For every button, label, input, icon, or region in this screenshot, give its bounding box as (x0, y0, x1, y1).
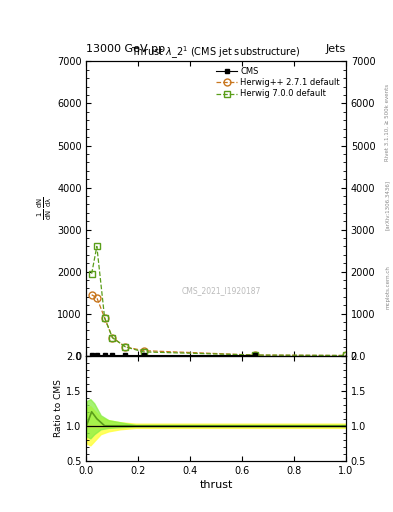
CMS (110, 352, 115, 358)
Herwig 7.0.0 default (102, 315, 107, 321)
Herwig 7.0.0 default (110, 334, 115, 340)
Herwig++ 2.7.1 default (253, 352, 257, 358)
Legend: CMS, Herwig++ 2.7.1 default, Herwig 7.0.0 default: CMS, Herwig++ 2.7.1 default, Herwig 7.0.… (215, 66, 342, 100)
CMS (141, 352, 146, 358)
Text: 13000 GeV pp: 13000 GeV pp (86, 44, 165, 54)
Herwig 7.0.0 default (343, 352, 348, 358)
Text: mcplots.cern.ch: mcplots.cern.ch (385, 265, 390, 309)
Title: Thrust $\lambda\_2^1$ (CMS jet substructure): Thrust $\lambda\_2^1$ (CMS jet substruct… (131, 45, 301, 61)
Herwig 7.0.0 default (141, 349, 146, 355)
Text: [arXiv:1306.3436]: [arXiv:1306.3436] (385, 180, 390, 230)
Line: Herwig 7.0.0 default: Herwig 7.0.0 default (88, 243, 349, 359)
Herwig++ 2.7.1 default (94, 294, 99, 301)
Line: CMS: CMS (89, 353, 257, 358)
Y-axis label: Ratio to CMS: Ratio to CMS (55, 379, 63, 437)
Herwig 7.0.0 default (253, 352, 257, 358)
Herwig++ 2.7.1 default (102, 315, 107, 321)
Herwig++ 2.7.1 default (141, 348, 146, 354)
Herwig 7.0.0 default (123, 344, 128, 350)
Herwig++ 2.7.1 default (123, 344, 128, 350)
CMS (102, 352, 107, 358)
Line: Herwig++ 2.7.1 default: Herwig++ 2.7.1 default (88, 291, 349, 359)
Herwig 7.0.0 default (94, 243, 99, 249)
CMS (94, 352, 99, 358)
Herwig 7.0.0 default (89, 271, 94, 277)
CMS (253, 352, 257, 358)
Text: Jets: Jets (325, 44, 346, 54)
Text: CMS_2021_I1920187: CMS_2021_I1920187 (182, 287, 261, 295)
Text: Rivet 3.1.10, ≥ 500k events: Rivet 3.1.10, ≥ 500k events (385, 84, 390, 161)
Herwig++ 2.7.1 default (343, 352, 348, 358)
CMS (89, 352, 94, 358)
Y-axis label: $\mathregular{\frac{1}{\mathrm{d}N}\,\frac{\mathrm{d}N}{\mathrm{d}\lambda}}$: $\mathregular{\frac{1}{\mathrm{d}N}\,\fr… (36, 197, 54, 220)
X-axis label: thrust: thrust (200, 480, 233, 490)
CMS (123, 352, 128, 358)
Herwig++ 2.7.1 default (110, 334, 115, 340)
Herwig++ 2.7.1 default (89, 292, 94, 298)
